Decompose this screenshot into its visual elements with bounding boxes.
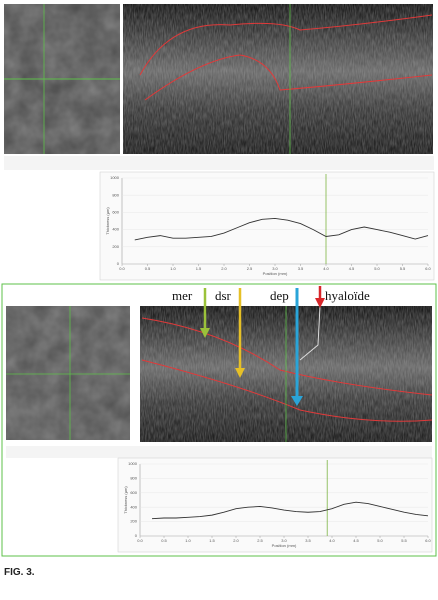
x-tick-label: 0.0: [119, 266, 125, 271]
x-tick-label: 5.0: [377, 538, 383, 543]
arrow-head: [291, 396, 303, 406]
label-dep: dep: [270, 288, 289, 303]
label-mer: mer: [172, 288, 193, 303]
x-tick-label: 2.5: [257, 538, 263, 543]
panel-top: [4, 4, 435, 281]
x-tick-label: 3.5: [305, 538, 311, 543]
toolbar: [4, 156, 434, 170]
fundus-texture: [6, 306, 130, 440]
thickness-line: [151, 501, 429, 520]
y-axis-label: Thickness (µm): [105, 207, 110, 235]
x-tick-label: 5.5: [401, 538, 407, 543]
arrow-head: [315, 298, 325, 308]
y-tick-label: 0: [135, 533, 138, 538]
x-tick-label: 1.0: [185, 538, 191, 543]
x-tick-label: 5.0: [374, 266, 380, 271]
panel-bottom: [1, 283, 437, 557]
y-tick-label: 800: [130, 475, 137, 480]
arrow-head: [235, 368, 245, 378]
x-tick-label: 2.0: [233, 538, 239, 543]
x-tick-label: 0.5: [145, 266, 151, 271]
arrows: [200, 286, 325, 406]
x-tick-label: 0.5: [161, 538, 167, 543]
oct-texture: [123, 4, 433, 154]
x-tick-label: 4.0: [323, 266, 329, 271]
x-tick-label: 5.5: [400, 266, 406, 271]
chart-frame: [117, 457, 433, 553]
y-tick-label: 200: [130, 519, 137, 524]
x-tick-label: 4.0: [329, 538, 335, 543]
panel-border: [1, 283, 437, 557]
x-axis-label: Position (mm): [263, 271, 288, 276]
thickness-line: [134, 217, 429, 241]
figure-caption: FIG. 3.: [4, 567, 35, 578]
chart-frame: [99, 171, 435, 281]
y-tick-label: 1000: [128, 461, 138, 466]
rpe-boundary: [144, 54, 433, 101]
x-tick-label: 1.5: [196, 266, 202, 271]
x-tick-label: 4.5: [349, 266, 355, 271]
label-dsr: dsr: [215, 288, 232, 303]
x-tick-label: 2.0: [221, 266, 227, 271]
x-tick-label: 1.5: [209, 538, 215, 543]
x-axis-label: Position (mm): [272, 543, 297, 548]
y-tick-label: 600: [130, 490, 137, 495]
label-hyaloide: hyaloïde: [325, 288, 370, 303]
y-tick-label: 1000: [110, 175, 120, 180]
y-tick-label: 600: [112, 209, 119, 214]
y-axis-label: Thickness (µm): [123, 486, 128, 514]
toolbar: [6, 446, 432, 458]
x-tick-label: 6.0: [425, 538, 431, 543]
x-tick-label: 3.5: [298, 266, 304, 271]
rpe-boundary: [141, 359, 433, 422]
y-tick-label: 200: [112, 244, 119, 249]
x-tick-label: 0.0: [137, 538, 143, 543]
ilm-boundary: [141, 317, 433, 396]
y-tick-label: 400: [130, 504, 137, 509]
x-tick-label: 6.0: [425, 266, 431, 271]
arrow-head: [200, 328, 210, 338]
ilm-boundary: [139, 14, 433, 76]
x-tick-label: 4.5: [353, 538, 359, 543]
x-tick-label: 3.0: [281, 538, 287, 543]
hyaloid-membrane: [299, 305, 321, 361]
y-tick-label: 400: [112, 227, 119, 232]
y-tick-label: 0: [117, 261, 120, 266]
x-tick-label: 2.5: [247, 266, 253, 271]
x-tick-label: 1.0: [170, 266, 176, 271]
y-tick-label: 800: [112, 192, 119, 197]
x-tick-label: 3.0: [272, 266, 278, 271]
